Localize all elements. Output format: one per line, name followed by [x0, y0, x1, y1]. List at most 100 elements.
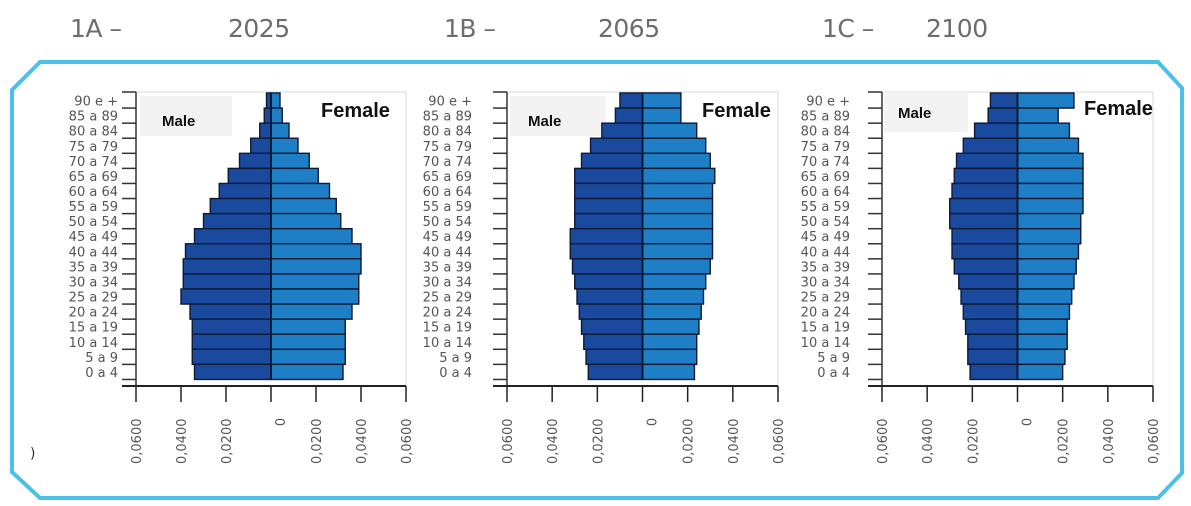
bar-female — [1016, 197, 1084, 215]
panel-code: 1C – — [822, 14, 874, 43]
bar-female — [1016, 273, 1075, 290]
panel-year: 2025 — [228, 14, 290, 43]
frame-border — [10, 60, 1184, 500]
x-tick-label: 0 — [271, 418, 286, 426]
bar-female — [1016, 258, 1077, 275]
x-tick-label: 0,0200 — [220, 419, 235, 465]
bar-male — [969, 363, 1019, 381]
legend-box-male — [140, 96, 232, 136]
x-tick-label: 0,0600 — [772, 419, 787, 465]
panel-year: 2065 — [598, 14, 660, 43]
x-tick-label: 0,0600 — [501, 419, 516, 465]
x-tick-label: 0,0400 — [355, 419, 370, 465]
age-label: 50 a 54 — [69, 215, 118, 230]
legend-male: Male — [528, 113, 561, 130]
bar-male — [949, 197, 1019, 215]
x-tick-label: 0,0200 — [310, 419, 325, 465]
age-label: 20 a 24 — [69, 306, 118, 321]
x-tick-label: 0,0600 — [400, 419, 415, 465]
age-label: 35 a 39 — [69, 260, 118, 275]
age-label: 60 a 64 — [801, 185, 850, 200]
age-label: 15 a 19 — [69, 321, 118, 336]
legend-female: Female — [1084, 98, 1153, 120]
bar-female — [1016, 318, 1068, 335]
age-label: 75 a 79 — [801, 140, 850, 155]
x-tick-label: 0,0200 — [591, 419, 606, 465]
x-tick-label: 0 — [1018, 418, 1033, 426]
age-label: 90 e + — [428, 95, 472, 110]
age-label: 55 a 59 — [801, 200, 850, 215]
age-label: 10 a 14 — [423, 336, 472, 351]
x-tick-label: 0,0600 — [876, 419, 891, 465]
x-tick-label: 0 — [643, 418, 658, 426]
age-label: 70 a 74 — [801, 155, 850, 170]
x-tick-label: 0,0400 — [727, 419, 742, 465]
bar-female — [1016, 107, 1059, 124]
x-tick-label: 0,0400 — [175, 419, 190, 465]
x-tick-label: 0,0200 — [682, 419, 697, 465]
age-label: 80 a 84 — [801, 125, 850, 140]
bar-female — [1016, 333, 1068, 351]
legend-male: Male — [162, 113, 195, 130]
legend-female: Female — [321, 100, 390, 122]
age-label: 0 a 4 — [85, 366, 118, 381]
age-label: 45 a 49 — [69, 230, 118, 245]
age-label: 80 a 84 — [423, 125, 472, 140]
bar-female — [1016, 92, 1075, 109]
bar-female — [1016, 243, 1080, 260]
panel-code: 1B – — [444, 14, 496, 43]
age-label: 35 a 39 — [801, 260, 850, 275]
age-label: 50 a 54 — [801, 215, 850, 230]
bar-male — [955, 152, 1019, 170]
age-label: 30 a 34 — [423, 275, 472, 290]
age-label: 60 a 64 — [423, 185, 472, 200]
legend-box-male — [884, 92, 968, 132]
stray-mark: ) — [30, 446, 36, 462]
age-label: 70 a 74 — [69, 155, 118, 170]
age-label: 20 a 24 — [801, 306, 850, 321]
bar-female — [1016, 167, 1084, 185]
bar-female — [1016, 363, 1064, 381]
age-label: 25 a 29 — [801, 291, 850, 306]
age-label: 5 a 9 — [817, 351, 850, 366]
legend-box-male — [510, 96, 606, 136]
age-label: 25 a 29 — [69, 291, 118, 306]
bar-male — [958, 273, 1019, 290]
age-label: 35 a 39 — [423, 260, 472, 275]
age-label: 75 a 79 — [423, 140, 472, 155]
bar-female — [1016, 152, 1084, 170]
legend-female: Female — [702, 100, 771, 122]
bar-female — [1016, 137, 1080, 155]
age-label: 70 a 74 — [423, 155, 472, 170]
age-label: 65 a 69 — [69, 170, 118, 185]
bar-male — [951, 243, 1019, 260]
age-label: 5 a 9 — [85, 351, 118, 366]
x-tick-label: 0,0600 — [1147, 419, 1162, 465]
x-tick-label: 0,0400 — [546, 419, 561, 465]
x-tick-label: 0,0200 — [1057, 419, 1072, 465]
bar-male — [964, 318, 1019, 335]
age-label: 30 a 34 — [69, 275, 118, 290]
age-label: 40 a 44 — [69, 245, 118, 260]
bar-male — [987, 107, 1019, 124]
panel-year: 2100 — [926, 14, 988, 43]
age-label: 80 a 84 — [69, 125, 118, 140]
age-label: 85 a 89 — [423, 110, 472, 125]
age-label: 30 a 34 — [801, 275, 850, 290]
age-label: 15 a 19 — [801, 321, 850, 336]
age-label: 65 a 69 — [801, 170, 850, 185]
bar-male — [973, 122, 1019, 139]
bar-female — [1016, 212, 1082, 230]
age-label: 25 a 29 — [423, 291, 472, 306]
age-label: 45 a 49 — [801, 230, 850, 245]
age-label: 55 a 59 — [69, 200, 118, 215]
bar-male — [967, 333, 1019, 351]
panel-code: 1A – — [70, 14, 122, 43]
x-tick-label: 0,0600 — [130, 419, 145, 465]
bar-male — [953, 258, 1019, 275]
bar-male — [953, 167, 1019, 185]
